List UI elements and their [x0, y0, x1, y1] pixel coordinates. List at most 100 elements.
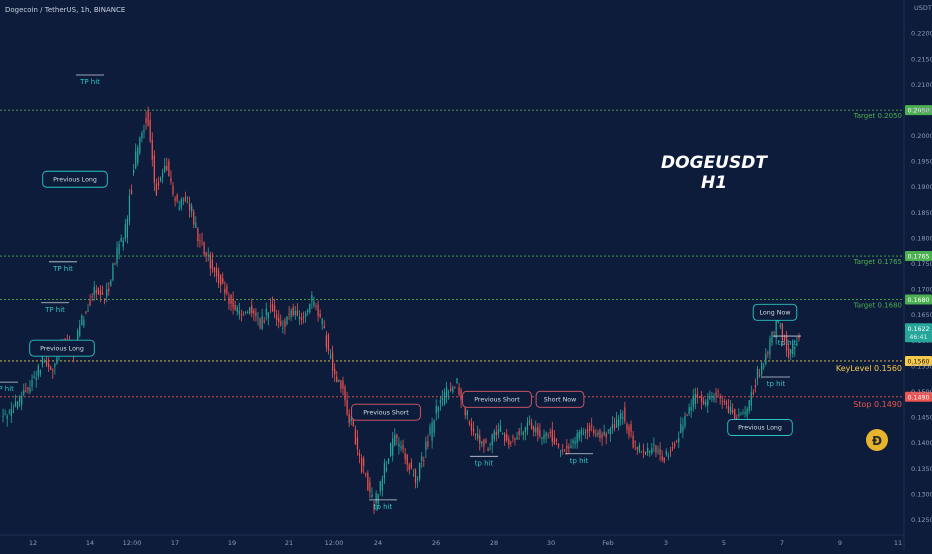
candle-body[interactable]	[649, 450, 651, 453]
candle-body[interactable]	[226, 286, 228, 294]
candle-body[interactable]	[41, 355, 44, 365]
candle-body[interactable]	[45, 360, 48, 366]
candle-body[interactable]	[197, 228, 199, 242]
candle-body[interactable]	[734, 408, 736, 419]
candle-body[interactable]	[628, 426, 630, 436]
candle-body[interactable]	[638, 445, 640, 452]
candle-body[interactable]	[615, 419, 618, 428]
candle-body[interactable]	[16, 401, 19, 408]
candle-body[interactable]	[29, 387, 31, 393]
candle-body[interactable]	[477, 433, 479, 439]
candle-body[interactable]	[688, 407, 690, 415]
candle-body[interactable]	[375, 493, 377, 504]
candle-body[interactable]	[669, 450, 672, 452]
candle-body[interactable]	[663, 457, 665, 462]
candle-body[interactable]	[234, 304, 236, 310]
candle-body[interactable]	[707, 399, 709, 406]
candle-body[interactable]	[137, 147, 139, 164]
candle-body[interactable]	[506, 433, 508, 441]
candle-body[interactable]	[342, 380, 344, 389]
candle-body[interactable]	[238, 310, 240, 314]
candle-body[interactable]	[253, 310, 255, 314]
candle-body[interactable]	[410, 462, 412, 469]
candle-body[interactable]	[387, 458, 390, 464]
candle-body[interactable]	[329, 355, 332, 358]
candle-body[interactable]	[269, 305, 272, 307]
candle-body[interactable]	[466, 410, 468, 416]
candle-body[interactable]	[419, 463, 421, 480]
candle-body[interactable]	[83, 319, 85, 326]
candle-body[interactable]	[122, 240, 124, 247]
candle-body[interactable]	[719, 396, 721, 399]
candle-body[interactable]	[404, 453, 406, 460]
candle-body[interactable]	[193, 211, 195, 225]
candle-body[interactable]	[723, 400, 725, 403]
candle-body[interactable]	[48, 363, 50, 367]
candle-body[interactable]	[578, 431, 580, 439]
candle-body[interactable]	[18, 397, 21, 403]
candle-body[interactable]	[640, 452, 643, 453]
candle-body[interactable]	[120, 237, 122, 242]
candle-body[interactable]	[236, 307, 238, 313]
candle-body[interactable]	[130, 190, 133, 194]
candle-body[interactable]	[756, 368, 759, 379]
candle-body[interactable]	[632, 435, 634, 448]
candle-body[interactable]	[255, 312, 257, 317]
candle-body[interactable]	[796, 342, 798, 346]
candle-body[interactable]	[555, 439, 558, 442]
candle-body[interactable]	[460, 389, 462, 401]
candle-body[interactable]	[106, 289, 108, 297]
candle-body[interactable]	[23, 390, 25, 395]
candles[interactable]	[2, 106, 800, 515]
candle-body[interactable]	[412, 475, 415, 477]
candle-body[interactable]	[501, 432, 504, 435]
candle-body[interactable]	[209, 254, 211, 269]
candle-body[interactable]	[721, 400, 723, 402]
candle-body[interactable]	[456, 378, 458, 383]
candle-body[interactable]	[284, 320, 286, 327]
candle-body[interactable]	[143, 129, 145, 133]
candle-body[interactable]	[278, 318, 280, 322]
candle-body[interactable]	[713, 395, 715, 400]
candle-body[interactable]	[481, 441, 483, 444]
candle-body[interactable]	[474, 433, 477, 435]
candle-body[interactable]	[750, 392, 752, 406]
candle-body[interactable]	[282, 327, 284, 329]
candle-body[interactable]	[684, 415, 686, 427]
candle-body[interactable]	[166, 165, 168, 171]
candle-body[interactable]	[696, 393, 699, 397]
candle-body[interactable]	[761, 362, 763, 375]
candle-body[interactable]	[736, 417, 738, 421]
candle-body[interactable]	[81, 315, 83, 326]
candle-body[interactable]	[526, 422, 529, 431]
candle-body[interactable]	[727, 406, 730, 413]
candle-body[interactable]	[344, 386, 346, 401]
candle-body[interactable]	[547, 434, 549, 436]
candle-body[interactable]	[698, 397, 701, 398]
candle-body[interactable]	[103, 298, 106, 301]
candle-body[interactable]	[199, 239, 201, 241]
candle-body[interactable]	[240, 313, 243, 315]
candle-body[interactable]	[599, 429, 601, 439]
candle-body[interactable]	[220, 274, 222, 286]
candle-body[interactable]	[657, 450, 659, 453]
candle-body[interactable]	[408, 464, 410, 471]
candle-body[interactable]	[153, 155, 155, 184]
candle-body[interactable]	[114, 263, 116, 265]
candle-body[interactable]	[379, 481, 381, 492]
candle-body[interactable]	[676, 440, 678, 442]
candle-body[interactable]	[591, 424, 593, 427]
candle-body[interactable]	[267, 312, 269, 319]
candle-body[interactable]	[439, 400, 442, 404]
candle-body[interactable]	[620, 413, 622, 420]
candle-body[interactable]	[524, 427, 526, 433]
candle-body[interactable]	[249, 307, 251, 314]
candle-body[interactable]	[746, 408, 748, 416]
candle-body[interactable]	[178, 207, 180, 210]
candle-body[interactable]	[549, 431, 551, 434]
candle-body[interactable]	[580, 429, 582, 435]
candle-body[interactable]	[732, 410, 734, 413]
candle-body[interactable]	[147, 109, 149, 126]
candle-body[interactable]	[414, 469, 417, 483]
